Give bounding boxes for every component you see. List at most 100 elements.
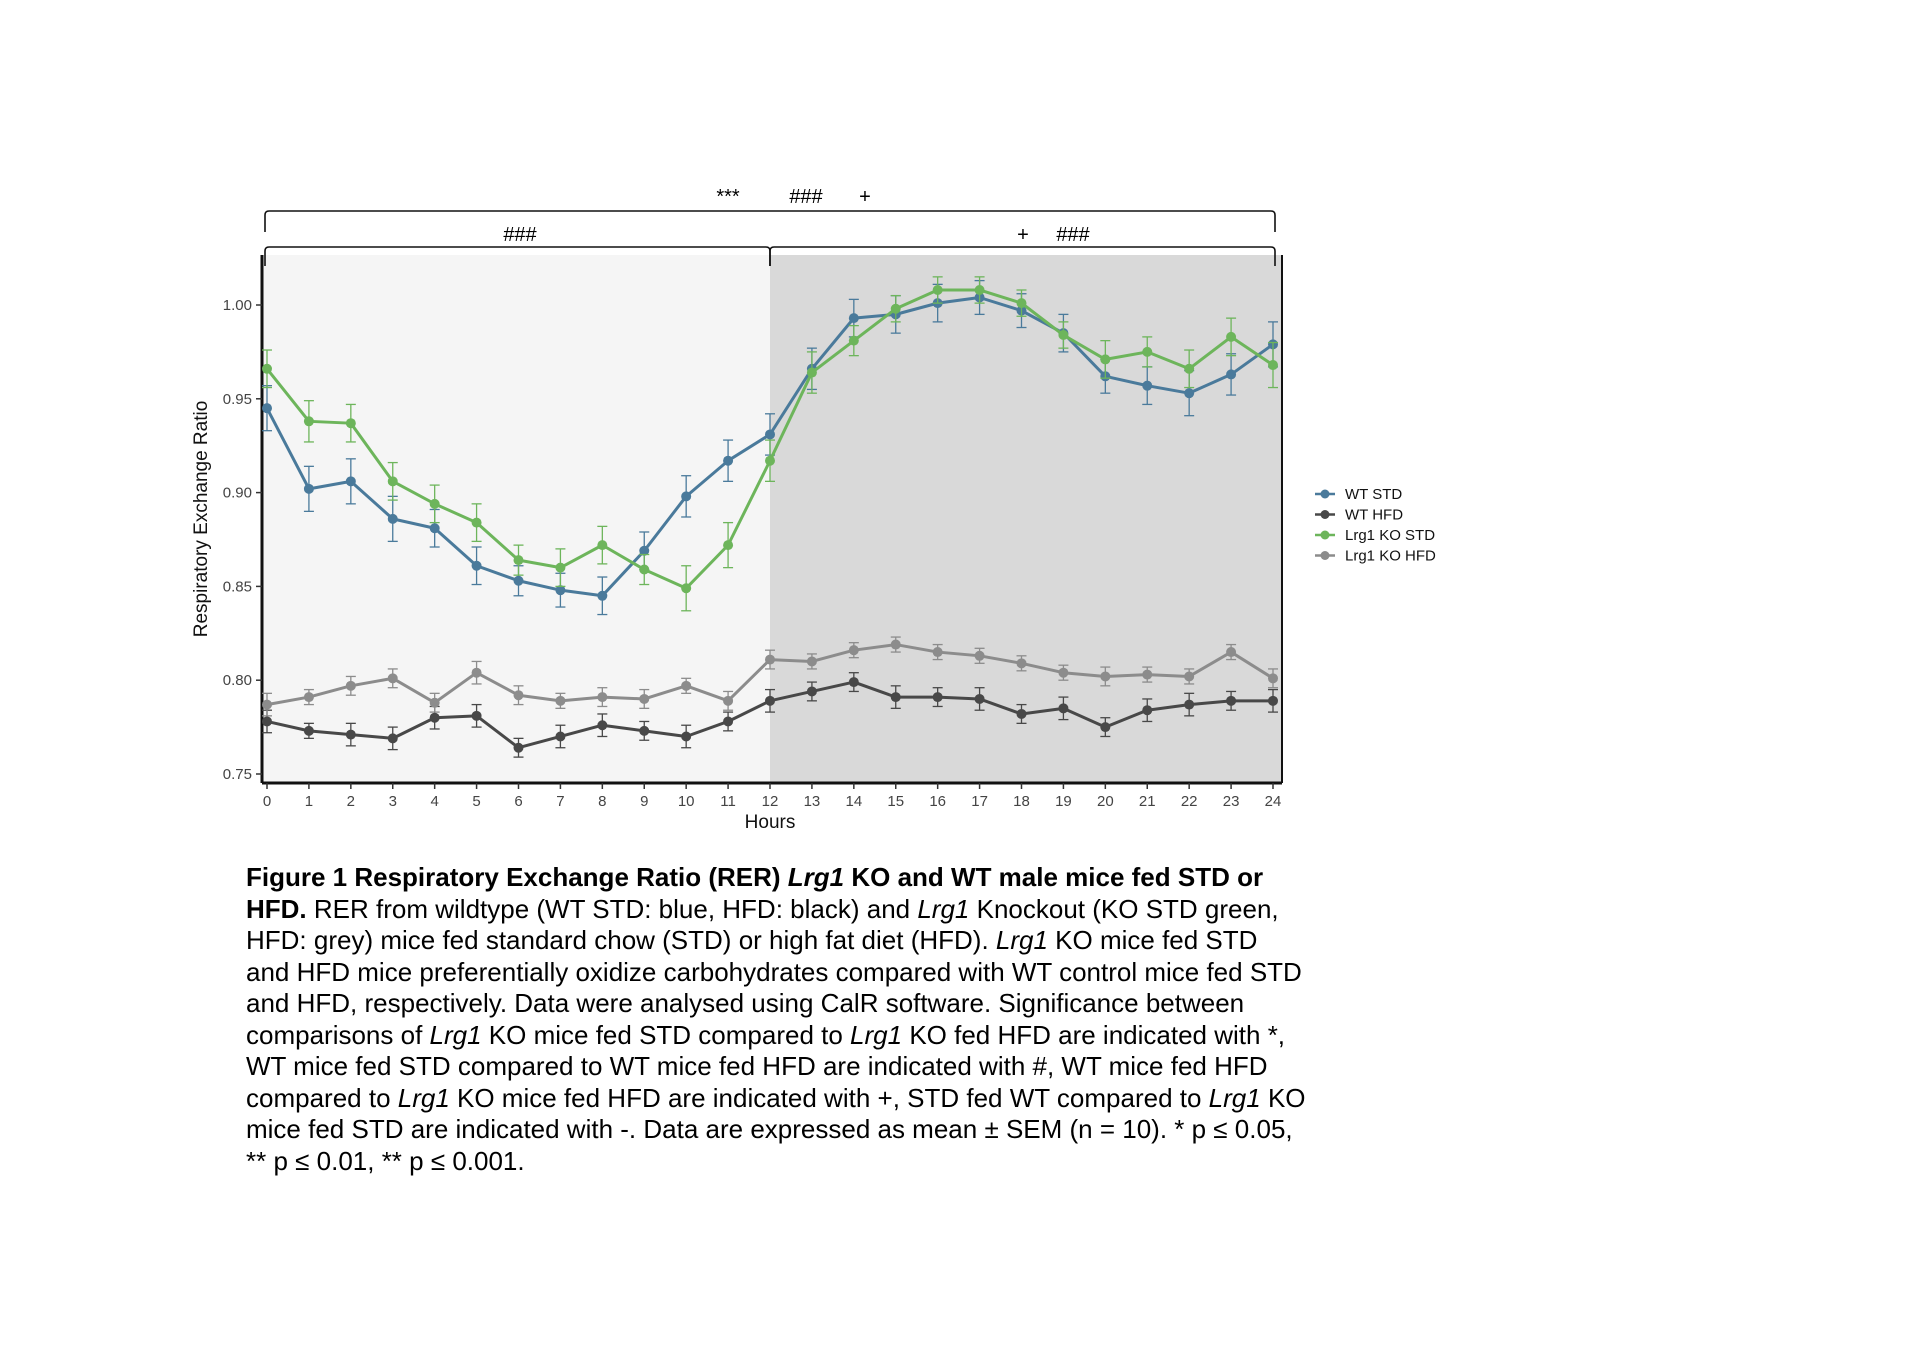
data-point — [681, 680, 692, 691]
data-point — [1226, 647, 1237, 658]
legend-swatch-dot — [1320, 489, 1330, 499]
legend-label: Lrg1 KO HFD — [1345, 548, 1436, 565]
data-point — [765, 695, 775, 706]
data-point — [765, 654, 775, 665]
data-point — [890, 639, 901, 650]
x-tick-label: 22 — [1181, 793, 1198, 810]
data-point — [429, 498, 440, 509]
x-axis-label: Hours — [745, 812, 796, 833]
data-point — [1016, 708, 1027, 719]
x-tick-label: 14 — [845, 793, 862, 810]
data-point — [303, 416, 314, 427]
data-point — [1058, 667, 1069, 678]
significance-brackets: *** ### + ### + ### — [264, 186, 1276, 266]
dark-annotation: ### — [1056, 224, 1090, 246]
y-tick-label: 1.00 — [223, 297, 252, 314]
data-point — [723, 716, 734, 727]
x-tick-label: 17 — [971, 793, 988, 810]
y-tick-label: 0.90 — [223, 485, 252, 502]
data-point — [1268, 360, 1278, 371]
data-point — [345, 729, 356, 740]
x-tick-label: 5 — [472, 793, 480, 810]
data-point — [345, 476, 356, 487]
axes: 0.750.800.850.900.951.000 1 2 3 4 5 6 7 8 9 10 11 12… — [191, 255, 1283, 833]
legend-swatch-dot — [1320, 510, 1330, 519]
data-point — [890, 692, 901, 703]
x-tick-label: 8 — [598, 793, 606, 810]
data-point — [303, 725, 314, 736]
data-point — [555, 585, 566, 596]
x-tick-label: 7 — [556, 793, 564, 810]
data-point — [1226, 695, 1237, 706]
data-point — [597, 590, 608, 601]
data-point — [932, 284, 943, 295]
x-tick-label: 11 — [720, 793, 736, 810]
data-point — [639, 693, 650, 704]
y-tick-label: 0.75 — [223, 766, 252, 783]
data-point — [345, 418, 356, 429]
data-point — [1100, 722, 1111, 733]
data-point — [1142, 380, 1153, 391]
data-point — [1016, 298, 1027, 309]
data-point — [1058, 330, 1069, 341]
legend-label: WT HFD — [1345, 507, 1403, 524]
data-point — [387, 673, 398, 684]
data-point — [429, 523, 440, 534]
data-point — [1100, 671, 1111, 682]
data-point — [890, 303, 901, 314]
data-point — [1226, 331, 1237, 342]
series-lrg1-ko-std — [262, 276, 1278, 612]
x-tick-label: 16 — [929, 793, 946, 810]
data-point — [848, 335, 859, 346]
data-point — [723, 540, 734, 551]
data-point — [303, 483, 314, 494]
data-point — [1100, 354, 1111, 365]
legend-swatch-dot — [1320, 551, 1330, 560]
overall-annotation: + — [859, 186, 871, 208]
dark-annotation: + — [1017, 224, 1029, 246]
data-point — [387, 513, 398, 524]
series-lrg1-ko-hfd — [262, 636, 1278, 717]
data-point — [262, 699, 272, 710]
legend: WT STD WT HFD Lrg1 KO STD Lrg1 KO HFD — [1315, 486, 1436, 565]
data-point — [471, 667, 482, 678]
data-point — [1142, 705, 1153, 716]
data-point — [471, 560, 482, 571]
data-point — [806, 656, 817, 667]
x-tick-label: 18 — [1013, 793, 1030, 810]
data-point — [806, 686, 817, 697]
light-phase-bg — [262, 255, 770, 783]
data-point — [639, 564, 650, 575]
data-point — [513, 742, 524, 753]
legend-item: WT HFD — [1315, 507, 1403, 524]
data-point — [345, 680, 356, 691]
data-point — [806, 367, 817, 378]
x-tick-label: 3 — [389, 793, 397, 810]
data-point — [387, 733, 398, 744]
data-point — [1268, 695, 1278, 706]
data-point — [723, 695, 734, 706]
data-point — [1058, 703, 1069, 714]
data-point — [681, 583, 692, 594]
data-point — [848, 677, 859, 688]
data-point — [1184, 363, 1195, 374]
legend-item: Lrg1 KO HFD — [1315, 548, 1436, 565]
data-point — [932, 647, 943, 658]
x-tick-label: 6 — [514, 793, 522, 810]
data-point — [1184, 699, 1195, 710]
overall-bracket — [264, 210, 1276, 232]
data-point — [974, 284, 985, 295]
x-tick-label: 20 — [1097, 793, 1114, 810]
data-point — [387, 476, 398, 487]
data-point — [429, 712, 440, 723]
data-point — [303, 692, 314, 703]
data-point — [429, 697, 440, 708]
x-tick-label: 0 — [263, 793, 271, 810]
caption-title: Figure 1 Respiratory Exchange Ratio (RER… — [246, 862, 1264, 924]
dark-bracket — [769, 246, 1276, 266]
x-tick-label: 12 — [762, 793, 779, 810]
x-tick-label: 23 — [1223, 793, 1240, 810]
light-annotation: ### — [503, 224, 537, 246]
data-point — [513, 690, 524, 701]
